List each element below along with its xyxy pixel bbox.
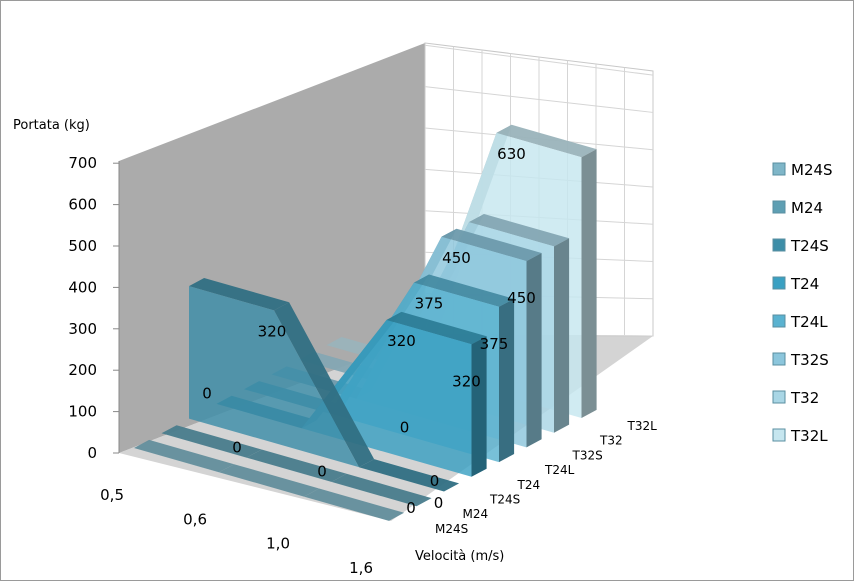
data-label-T24S: 320 — [258, 322, 287, 340]
series-end-cap — [554, 238, 570, 433]
series-top-segment — [331, 473, 432, 507]
series-front-face — [189, 286, 444, 492]
data-label-T32L: 630 — [497, 145, 526, 163]
y-tick-label: 0 — [87, 444, 97, 462]
legend-item: T24 — [790, 275, 819, 293]
series-top-segment — [441, 228, 542, 262]
depth-axis-label: T32L — [627, 419, 658, 433]
y-tick-label: 500 — [68, 237, 97, 255]
series-end-cap — [471, 336, 487, 477]
legend-swatch — [772, 162, 786, 176]
data-label-zero: 0 — [400, 419, 410, 437]
data-label-T24-end: 320 — [452, 372, 481, 390]
series-top-segment — [134, 439, 235, 473]
series-top-segment — [359, 459, 460, 492]
series-top-segment — [219, 464, 320, 497]
series-front-face — [216, 320, 472, 477]
series-end-cap — [499, 298, 515, 463]
y-tick-label: 600 — [68, 196, 97, 214]
data-label-T24L: 375 — [415, 295, 444, 313]
legend-swatch — [772, 238, 786, 252]
depth-axis-label: T24S — [489, 493, 520, 507]
series-end-cap — [526, 253, 542, 448]
series-front-face — [161, 433, 417, 507]
data-label-zero: 0 — [430, 472, 440, 490]
data-label-M24: 0 — [434, 494, 444, 512]
series-T24S — [189, 278, 460, 492]
legend-item: T24S — [790, 237, 829, 255]
series-top-segment — [189, 278, 290, 311]
series-top-segment — [414, 274, 515, 307]
depth-axis-label: M24S — [435, 522, 468, 536]
series-top-segment — [246, 449, 347, 482]
series-end-cap — [581, 149, 597, 418]
series-top-segment — [469, 214, 570, 247]
x-tick-label: 0,6 — [183, 510, 207, 528]
depth-axis-label: T32 — [599, 434, 623, 448]
depth-axis-label: T32S — [572, 448, 603, 462]
series-top-segment — [304, 488, 405, 521]
y-tick-label: 100 — [68, 403, 97, 421]
data-label-T32S-end: 450 — [507, 289, 536, 307]
x-axis-title: Velocità (m/s) — [415, 549, 504, 564]
legend-item: T32L — [790, 427, 828, 445]
legend: M24S M24 T24S T24 T24L T32S T32 T32L — [772, 161, 833, 445]
x-tick-label: 1,6 — [349, 559, 373, 577]
legend-item: M24 — [791, 199, 823, 217]
y-axis-title: Portata (kg) — [13, 118, 90, 133]
legend-swatch — [772, 352, 786, 366]
legend-item: T32 — [790, 389, 819, 407]
depth-axis-label: T24 — [517, 478, 541, 492]
series-top-segment — [496, 124, 597, 158]
series-M24 — [161, 425, 432, 507]
data-label-T24: 320 — [387, 332, 416, 350]
y-tick-label: 300 — [68, 320, 97, 338]
series-front-face — [134, 448, 389, 521]
depth-axis-label: M24 — [463, 507, 489, 521]
series-M24S — [134, 439, 405, 521]
x-tick-label: 1,0 — [266, 535, 290, 553]
y-tick-label: 400 — [68, 278, 97, 296]
legend-item: M24S — [791, 161, 833, 179]
y-tick-label: 700 — [68, 154, 97, 172]
series-top-segment — [386, 311, 487, 345]
data-label-zero: 0 — [317, 463, 327, 481]
y-tick-label: 200 — [68, 361, 97, 379]
x-tick-label: 0,5 — [100, 486, 124, 504]
legend-item: T32S — [790, 351, 829, 369]
series-top-segment — [161, 425, 262, 458]
data-label-T24L-end: 375 — [480, 335, 509, 353]
legend-item: T24L — [790, 313, 828, 331]
legend-swatch — [772, 276, 786, 290]
data-label-zero: 0 — [232, 438, 242, 456]
data-label-zero: 0 — [202, 385, 212, 403]
legend-swatch — [772, 390, 786, 404]
depth-axis-label: T24L — [544, 463, 575, 477]
data-label-T32S: 450 — [442, 249, 471, 267]
series-top-segment — [274, 302, 375, 468]
legend-swatch — [772, 314, 786, 328]
data-label-M24S: 0 — [406, 499, 416, 517]
legend-swatch — [772, 200, 786, 214]
legend-swatch — [772, 428, 786, 442]
